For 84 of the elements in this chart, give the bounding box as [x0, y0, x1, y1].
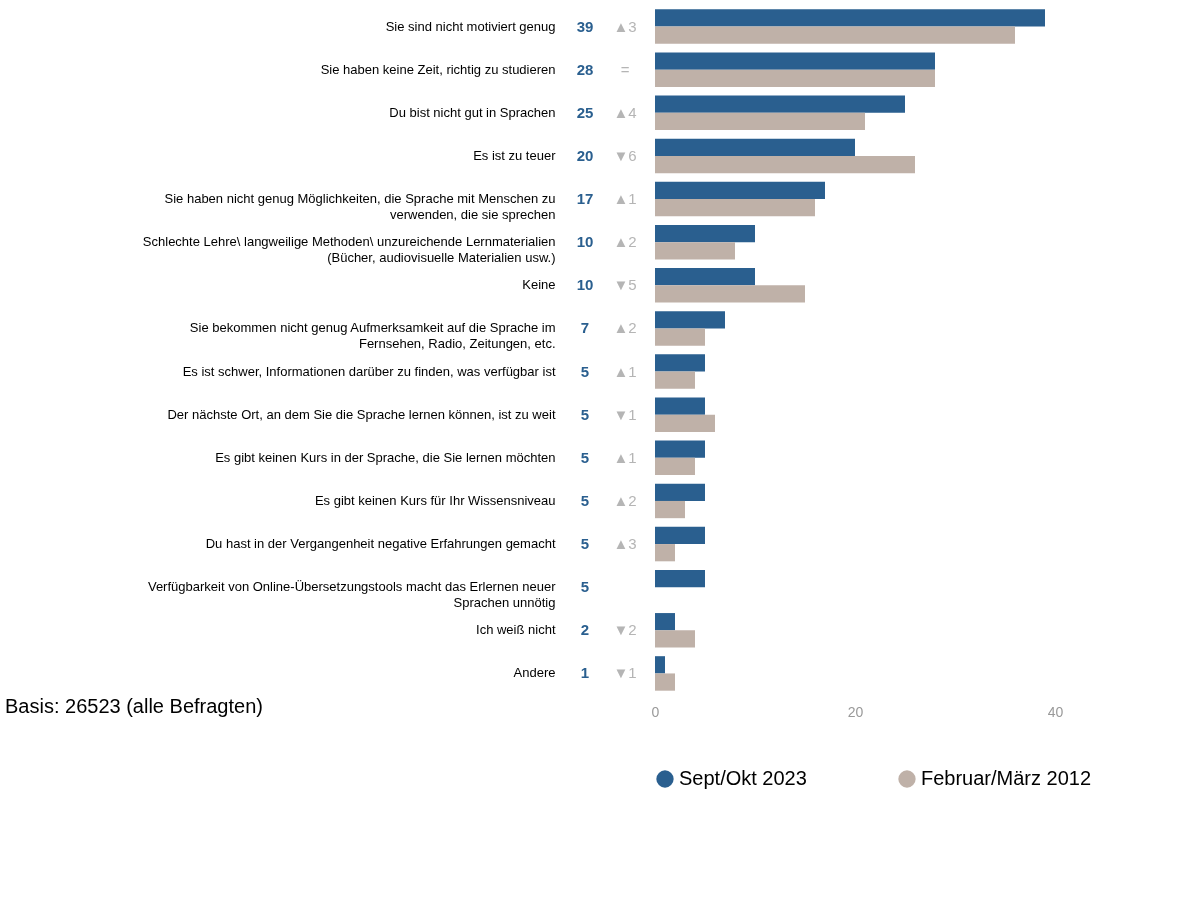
data-label: 20: [576, 146, 594, 164]
bar: [655, 526, 705, 545]
data-label: 10: [576, 276, 594, 294]
bar: [655, 181, 825, 200]
y-tick-label: Du bist nicht gut in Sprachen: [389, 104, 556, 120]
bar: [655, 371, 695, 389]
y-tick-label: Es gibt keinen Kurs in der Sprache, die Sie lernen möchten: [215, 449, 556, 465]
text: ▲1: [613, 362, 637, 380]
data-label: 5: [580, 491, 590, 509]
bar: [655, 224, 755, 243]
text: ▼2: [613, 621, 637, 639]
bar: [655, 483, 705, 501]
y-tick-label: Schlechte Lehre\ langweilige Methoden\ unzureichende Lernmaterialien (Bücher, audiovisuelle Materialien usw.): [142, 234, 556, 266]
bar: [655, 52, 935, 70]
bar: [655, 569, 705, 588]
bar: [655, 656, 665, 674]
bar: [655, 268, 755, 286]
bar: [655, 414, 715, 432]
y-tick-label: Sie haben nicht genug Möglichkeiten, die Sprache mit Menschen zu verwenden, die sie sprechen: [164, 191, 556, 223]
text: ▲2: [613, 491, 637, 509]
text: ▲1: [613, 190, 637, 208]
text: ▲3: [613, 535, 637, 553]
data-label: 7: [580, 319, 590, 337]
text: ▼1: [613, 664, 637, 682]
text: ▼6: [613, 146, 637, 164]
bar: [655, 112, 865, 131]
y-tick-label: Sie sind nicht motiviert genug: [385, 18, 556, 34]
text: Basis: 26523 (alle Befragten): [5, 695, 263, 717]
y-tick-label: Es ist schwer, Informationen darüber zu finden, was verfügbar ist: [182, 363, 556, 379]
bar: [655, 500, 685, 519]
data-label: 2: [580, 621, 590, 639]
bar: [655, 155, 915, 174]
data-label: 5: [580, 362, 590, 380]
bar: [655, 397, 705, 415]
y-tick-label: Du hast in der Vergangenheit negative Erfahrungen gemacht: [205, 536, 556, 552]
bar: [655, 69, 935, 87]
bar: [655, 354, 705, 372]
data-label: 25: [576, 103, 594, 121]
data-label: 39: [576, 17, 594, 35]
legend-label: Sept/Okt 2023: [679, 767, 807, 789]
y-tick-label: Der nächste Ort, an dem Sie die Sprache lernen können, ist zu weit: [167, 406, 556, 422]
x-tick-label: 0: [651, 703, 660, 720]
bar: [655, 199, 815, 217]
bar: [655, 138, 855, 156]
bar: [655, 328, 705, 346]
data-label: 5: [580, 578, 590, 596]
x-tick-label: 40: [1047, 703, 1064, 720]
bar: [655, 544, 675, 562]
data-label: 10: [576, 233, 594, 251]
data-label: 17: [576, 190, 594, 208]
text: ▲1: [613, 448, 637, 466]
y-tick-label: Es gibt keinen Kurs für Ihr Wissensniveau: [314, 492, 556, 508]
bar: [655, 95, 905, 113]
text: ▲2: [613, 319, 637, 337]
legend-label: Februar/März 2012: [921, 767, 1092, 789]
y-tick-label: Keine: [522, 277, 556, 293]
data-label: 1: [580, 664, 590, 682]
bar: [655, 457, 695, 476]
bar: [655, 26, 1015, 44]
y-tick-label: Sie haben keine Zeit, richtig zu studieren: [320, 61, 556, 77]
data-label: 5: [580, 535, 590, 553]
text: ▲2: [613, 233, 637, 251]
text: ▼1: [613, 405, 637, 423]
bar: [655, 613, 675, 631]
bar: [655, 673, 675, 691]
bar: [655, 9, 1045, 27]
x-tick-label: 20: [847, 703, 864, 720]
bar: [655, 285, 805, 303]
y-tick-label: Verfügbarkeit von Online-Übersetzungstools macht das Erlernen neuer Sprachen unnötig: [147, 579, 557, 611]
bar: [655, 630, 695, 648]
y-tick-label: Es ist zu teuer: [473, 147, 557, 163]
bar: [655, 242, 735, 260]
data-label: 28: [576, 60, 594, 78]
data-label: 5: [580, 405, 590, 423]
data-label: 5: [580, 448, 590, 466]
text: ▲3: [613, 17, 637, 35]
text: ▲4: [613, 103, 637, 121]
text: ▼5: [613, 276, 637, 294]
bar: [655, 440, 705, 458]
text: =: [620, 60, 630, 78]
y-tick-label: Andere: [513, 665, 556, 681]
y-tick-label: Sie bekommen nicht genug Aufmerksamkeit auf die Sprache im Fernsehen, Radio, Zeitungen, etc.: [189, 320, 556, 352]
y-tick-label: Ich weiß nicht: [476, 622, 556, 638]
bar: [655, 311, 725, 329]
